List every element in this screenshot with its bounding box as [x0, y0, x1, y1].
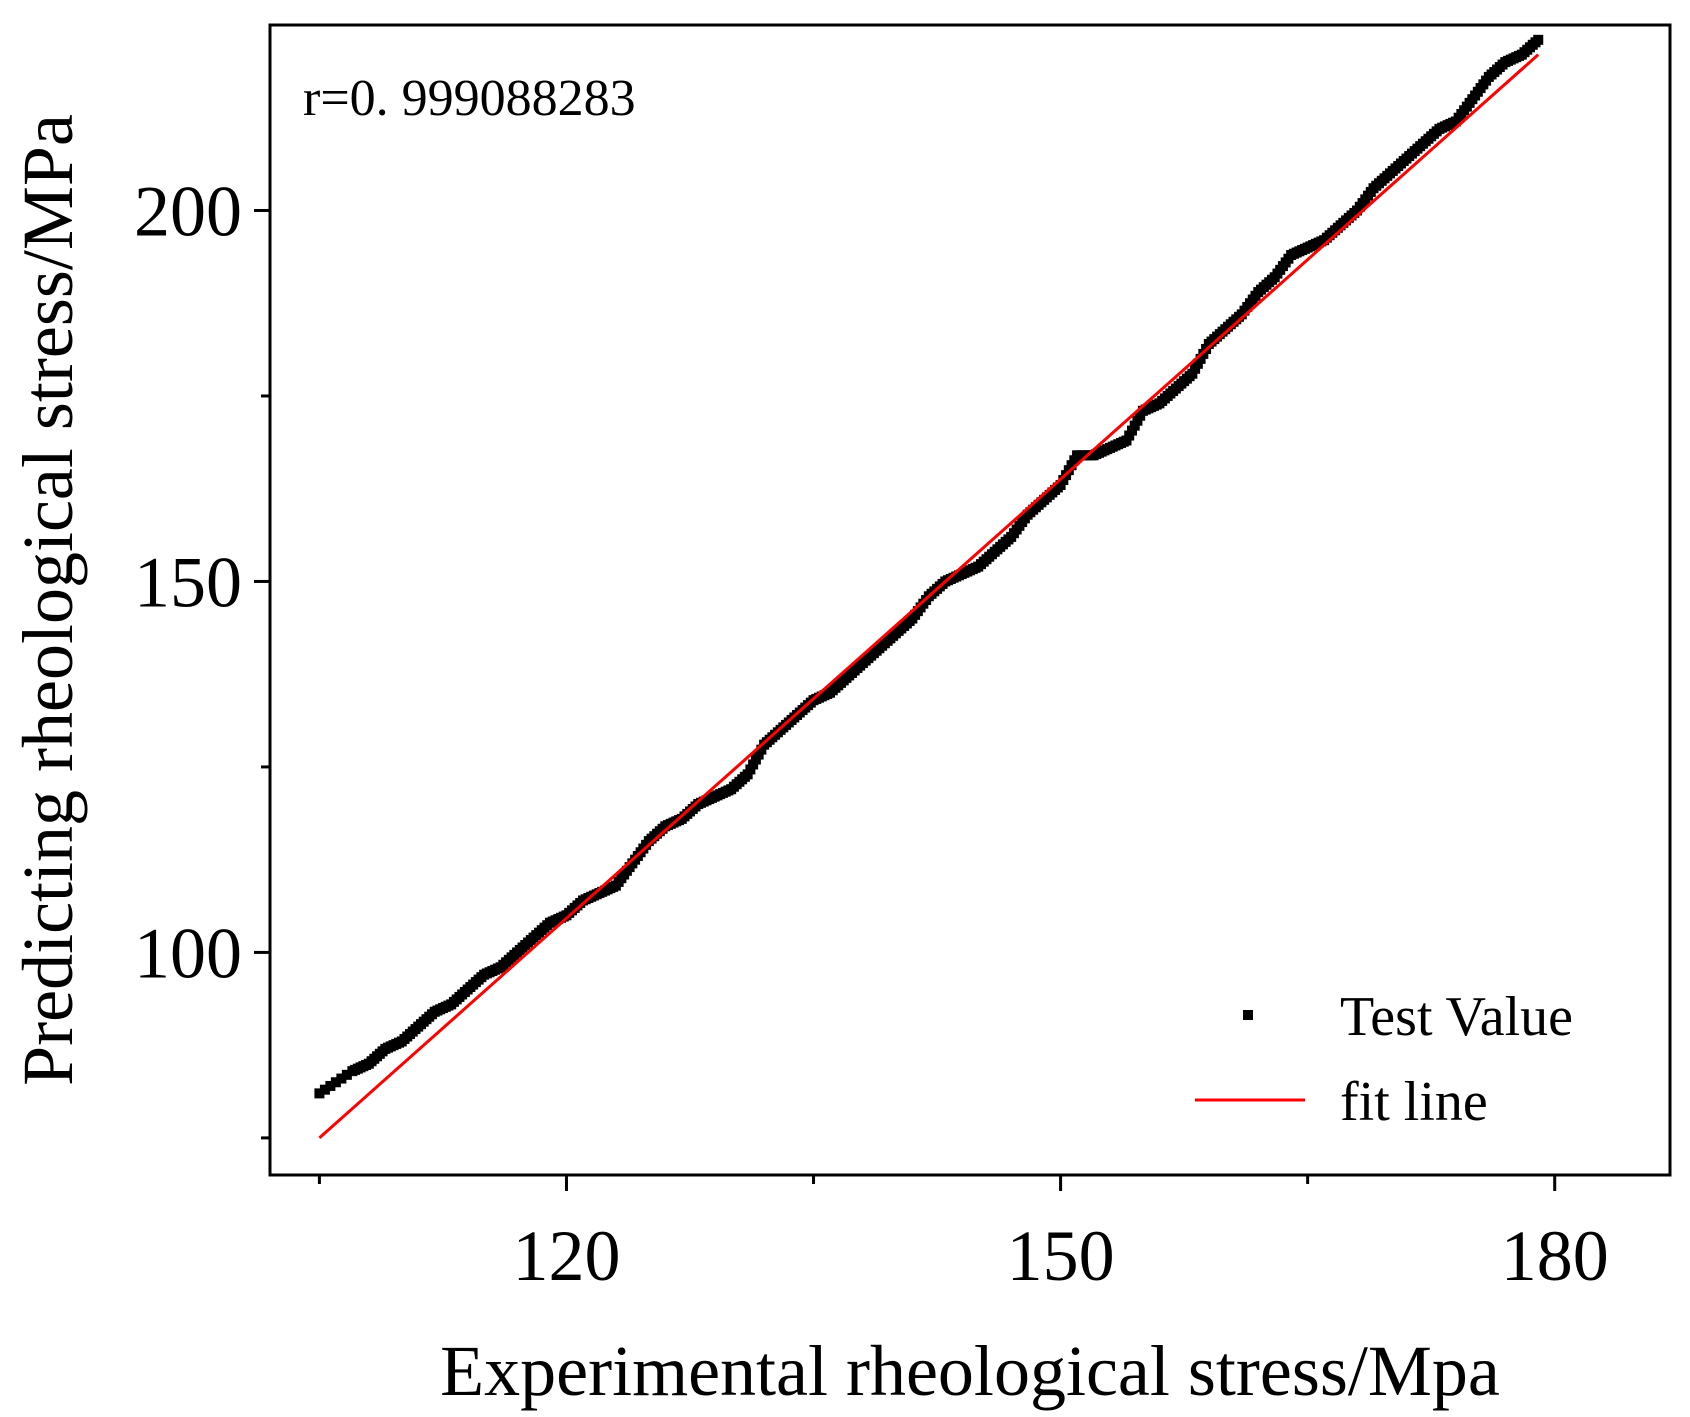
legend-marker-test-value — [1243, 1010, 1253, 1020]
x-tick-label: 120 — [512, 1216, 620, 1296]
plot-frame — [268, 23, 1672, 1177]
test-value-point — [314, 1088, 325, 1099]
axis-tick-labels: 120 150 180 100 150 200 — [134, 171, 1609, 1296]
test-value-point — [325, 1080, 336, 1091]
y-tick-label: 200 — [134, 171, 242, 251]
axis-ticks — [254, 208, 1557, 1191]
test-value-point — [1533, 34, 1544, 45]
legend-label-fit-line: fit line — [1340, 1071, 1488, 1133]
y-tick-label: 150 — [134, 542, 242, 622]
test-value-point — [330, 1077, 341, 1088]
y-tick-label: 100 — [134, 913, 242, 993]
test-value-point — [341, 1069, 352, 1080]
x-axis-title: Experimental rheological stress/Mpa — [440, 1331, 1500, 1411]
test-value-point — [319, 1084, 330, 1095]
fit-line — [318, 53, 1540, 1140]
x-tick-label: 180 — [1501, 1216, 1609, 1296]
x-tick-label: 150 — [1007, 1216, 1115, 1296]
legend: Test Value fit line — [1195, 986, 1573, 1133]
test-value-point — [336, 1073, 347, 1084]
correlation-annotation: r=0. 999088283 — [303, 70, 636, 127]
fit-line-group — [318, 53, 1540, 1140]
plot-area — [314, 34, 1544, 1140]
y-axis-title: Predicting rheological stress/MPa — [8, 114, 88, 1086]
legend-label-test-value: Test Value — [1340, 986, 1573, 1048]
